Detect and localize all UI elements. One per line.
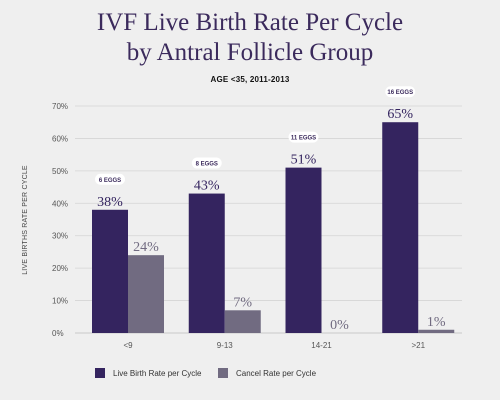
egg-count-badge-label: 6 EGGS (99, 178, 121, 184)
bar-live-birth (285, 167, 322, 333)
y-tick-label: 50% (52, 167, 68, 176)
x-tick-label: >21 (411, 341, 425, 350)
egg-count-badge (95, 173, 125, 185)
chart-title-line-2: by Antral Follicle Group (126, 39, 374, 66)
bar-cancel (224, 310, 261, 333)
data-label-live-birth: 51% (291, 153, 317, 168)
data-label-live-birth: 65% (387, 107, 413, 122)
bar-live-birth (92, 209, 128, 333)
egg-count-badge-label: 16 EGGS (387, 90, 413, 96)
legend-label-live-birth: Live Birth Rate per Cycle (113, 368, 202, 378)
y-axis-label: LIVE BIRTHS RATE PER CYCLE (22, 165, 29, 275)
legend-swatch-cancel (218, 368, 228, 378)
bar-live-birth (382, 122, 419, 333)
y-tick-label: 60% (52, 134, 68, 143)
data-label-cancel: 24% (133, 240, 159, 255)
data-label-cancel: 0% (330, 318, 349, 333)
bar-cancel (418, 329, 455, 333)
y-tick-label: 70% (52, 102, 68, 111)
data-label-live-birth: 38% (97, 195, 123, 210)
x-tick-label: 9-13 (217, 341, 234, 350)
legend-item-live-birth: Live Birth Rate per Cycle (95, 368, 201, 378)
chart-subtitle: AGE <35, 2011-2013 (210, 75, 290, 84)
egg-count-badge-label: 8 EGGS (196, 162, 218, 168)
bar-cancel (128, 255, 164, 333)
chart-title: IVF Live Birth Rate Per Cycle by Antral … (0, 8, 500, 68)
y-tick-label: 40% (52, 199, 68, 208)
y-tick-label: 20% (52, 264, 68, 273)
legend-swatch-live-birth (95, 368, 105, 378)
data-label-cancel: 7% (233, 295, 252, 310)
y-tick-label: 30% (52, 232, 68, 241)
data-label-live-birth: 43% (194, 179, 220, 194)
egg-count-badge (191, 157, 222, 169)
x-tick-label: <9 (123, 341, 133, 350)
data-label-cancel: 1% (427, 315, 446, 330)
egg-count-badge (385, 86, 416, 98)
legend-label-cancel: Cancel Rate per Cycle (236, 368, 317, 378)
egg-count-badge-label: 11 EGGS (291, 136, 316, 142)
x-tick-label: 14-21 (311, 341, 332, 350)
egg-count-badge (288, 131, 319, 143)
chart-title-line-1: IVF Live Birth Rate Per Cycle (96, 9, 404, 36)
bar-live-birth (188, 193, 225, 333)
legend-item-cancel: Cancel Rate per Cycle (218, 368, 316, 378)
y-tick-label: 0% (52, 329, 64, 338)
y-tick-label: 10% (52, 297, 68, 306)
